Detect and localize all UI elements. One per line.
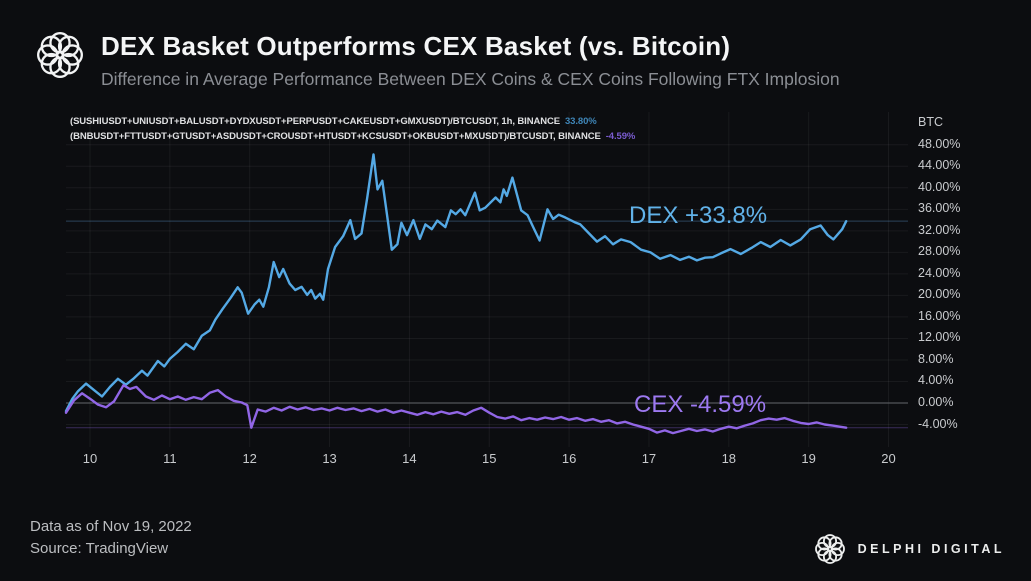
y-axis-tick: 8.00% (918, 351, 954, 366)
x-axis-tick: 10 (82, 451, 98, 466)
data-as-of-note: Data as of Nov 19, 2022 (30, 518, 192, 535)
delphi-knot-icon-small (814, 534, 845, 564)
x-axis-tick: 16 (561, 451, 577, 466)
y-axis-tick: -4.00% (918, 416, 958, 431)
cex-series-line (64, 384, 848, 435)
y-axis-tick: 16.00% (918, 308, 961, 323)
page-title: DEX Basket Outperforms CEX Basket (vs. B… (101, 31, 731, 61)
page-subtitle: Difference in Average Performance Betwee… (101, 69, 840, 89)
x-axis-tick: 11 (163, 451, 177, 466)
y-axis-tick: 48.00% (918, 136, 961, 151)
cex-series-annotation: CEX -4.59% (634, 391, 767, 418)
legend-dex-value: 33.80% (564, 116, 597, 127)
y-axis-tick: 4.00% (918, 373, 954, 388)
y-axis-tick: 28.00% (918, 244, 961, 259)
legend-cex-value: -4.59% (605, 131, 636, 142)
delphi-knot-icon (37, 32, 83, 78)
legend-cex-ticker: (BNBUSDT+FTTUSDT+GTUSDT+ASDUSDT+CROUSDT+… (70, 131, 635, 142)
x-axis-tick: 12 (242, 451, 257, 466)
x-axis-tick: 13 (322, 451, 337, 466)
legend-dex-ticker: (SUSHIUSDT+UNIUSDT+BALUSDT+DYDXUSDT+PERP… (70, 116, 597, 127)
legend-cex-symbols: (BNBUSDT+FTTUSDT+GTUSDT+ASDUSDT+CROUSDT+… (70, 131, 601, 142)
dex-series-annotation: DEX +33.8% (629, 202, 768, 229)
y-axis-tick: 20.00% (918, 287, 961, 302)
y-axis-tick: 12.00% (918, 330, 961, 345)
y-axis-unit-label: BTC (918, 115, 943, 129)
x-axis-tick: 17 (641, 451, 657, 466)
y-axis-tick: 36.00% (918, 201, 961, 216)
delphi-digital-logo: DELPHI DIGITAL (812, 531, 1005, 567)
legend-dex-symbols: (SUSHIUSDT+UNIUSDT+BALUSDT+DYDXUSDT+PERP… (70, 116, 560, 127)
x-axis-tick: 14 (402, 451, 417, 466)
y-axis-tick: 44.00% (918, 158, 961, 173)
x-axis-tick: 18 (721, 451, 737, 466)
x-axis-tick: 20 (881, 451, 896, 466)
y-axis-tick: 32.00% (918, 222, 961, 237)
x-axis-tick: 15 (482, 451, 497, 466)
y-axis-tick: 40.00% (918, 179, 961, 194)
y-axis-tick: 0.00% (918, 395, 954, 409)
x-axis-tick: 19 (801, 451, 816, 466)
brand-wordmark: DELPHI DIGITAL (857, 542, 1005, 556)
dex-series-line (64, 153, 848, 413)
y-axis-tick: 24.00% (918, 265, 961, 280)
source-note: Source: TradingView (30, 540, 169, 557)
